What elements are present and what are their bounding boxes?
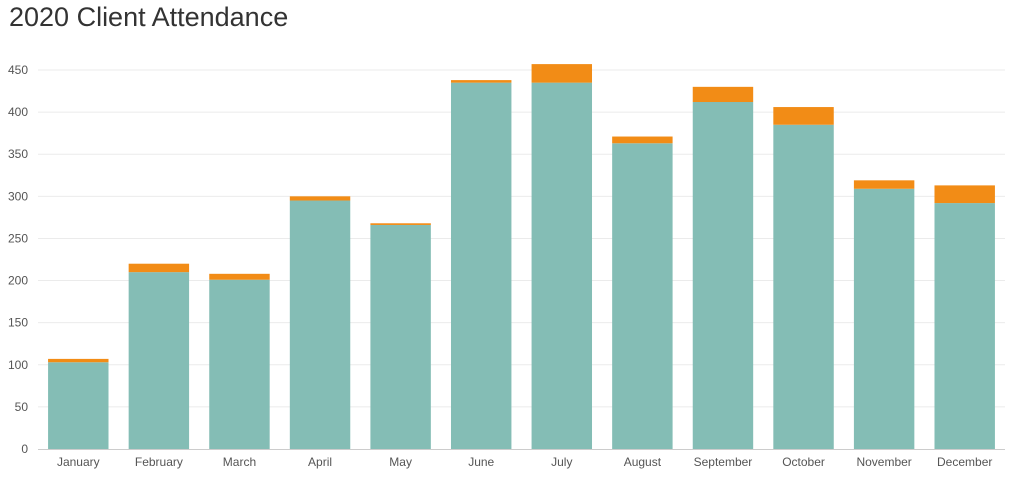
x-tick-label: June	[468, 455, 494, 469]
bar-segment-july-series-1	[531, 82, 593, 449]
chart-title: 2020 Client Attendance	[9, 2, 289, 32]
x-tick-label: February	[135, 455, 183, 469]
bar-segment-february-series-1	[128, 272, 190, 449]
x-tick-label: December	[937, 455, 992, 469]
x-tick-label: April	[308, 455, 332, 469]
bar-segment-september-series-2	[692, 86, 754, 103]
x-tick-label: October	[782, 455, 825, 469]
y-tick-label: 50	[15, 400, 29, 414]
y-tick-label: 150	[8, 316, 28, 330]
x-tick-label: July	[551, 455, 572, 469]
bar-segment-december-series-1	[934, 203, 995, 449]
bar-segment-march-series-2	[209, 273, 270, 280]
bar-segment-june-series-1	[450, 82, 512, 449]
y-tick-label: 0	[21, 442, 28, 456]
bar-segment-march-series-1	[209, 279, 270, 449]
y-tick-label: 250	[8, 231, 28, 245]
x-tick-label: March	[223, 455, 256, 469]
bar-segment-may-series-2	[370, 223, 431, 225]
y-tick-label: 300	[8, 189, 28, 203]
bar-segment-december-series-2	[934, 185, 995, 204]
x-tick-label: September	[694, 455, 753, 469]
bar-segment-january-series-2	[48, 358, 109, 363]
y-tick-label: 350	[8, 147, 28, 161]
x-tick-label: November	[856, 455, 911, 469]
bar-segment-february-series-2	[128, 263, 190, 273]
y-tick-label: 200	[8, 274, 28, 288]
bar-segment-january-series-1	[48, 362, 109, 449]
y-tick-label: 400	[8, 105, 28, 119]
bar-segment-may-series-1	[370, 224, 431, 449]
bar-segment-june-series-2	[450, 80, 512, 83]
x-tick-label: May	[389, 455, 412, 469]
bar-segment-november-series-2	[853, 180, 915, 189]
bar-segment-august-series-1	[612, 143, 673, 450]
bar-segment-november-series-1	[853, 188, 915, 449]
bar-segment-april-series-1	[289, 200, 351, 449]
bar-segment-april-series-2	[289, 196, 351, 201]
x-tick-label: August	[624, 455, 662, 469]
bar-segment-august-series-2	[612, 136, 673, 144]
bar-segment-october-series-2	[773, 107, 834, 125]
y-tick-label: 100	[8, 358, 28, 372]
x-tick-label: January	[57, 455, 100, 469]
bar-segment-september-series-1	[692, 102, 754, 449]
bar-segment-october-series-1	[773, 124, 834, 449]
bar-segment-july-series-2	[531, 64, 593, 83]
y-tick-label: 450	[8, 63, 28, 77]
